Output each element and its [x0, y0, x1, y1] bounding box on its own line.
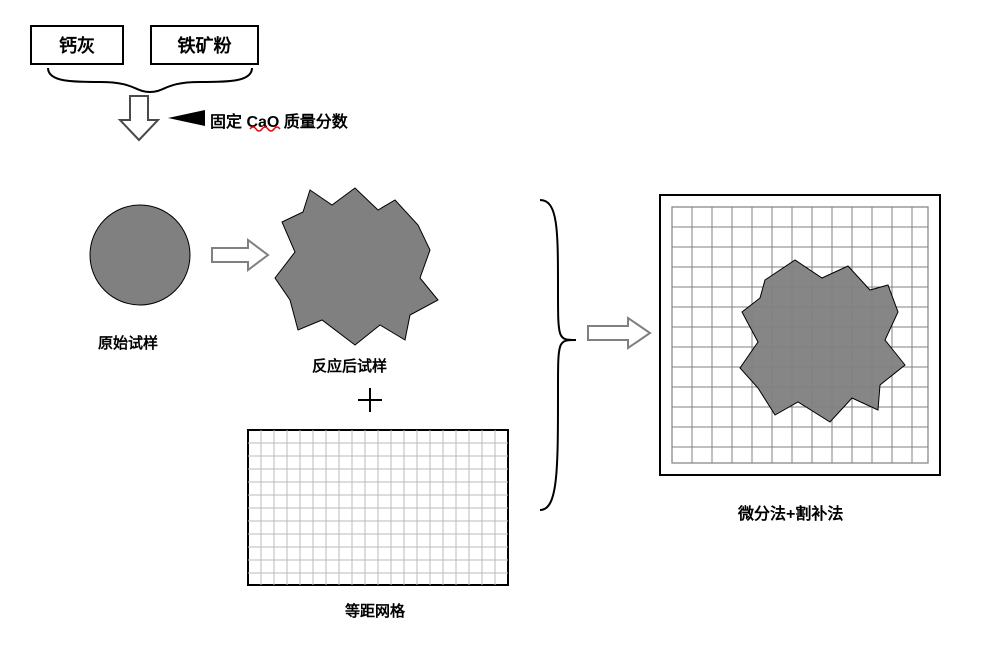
result-text: 微分法+割补法 — [738, 506, 843, 523]
result-panel — [0, 0, 1000, 653]
result-label: 微分法+割补法 — [738, 500, 843, 524]
